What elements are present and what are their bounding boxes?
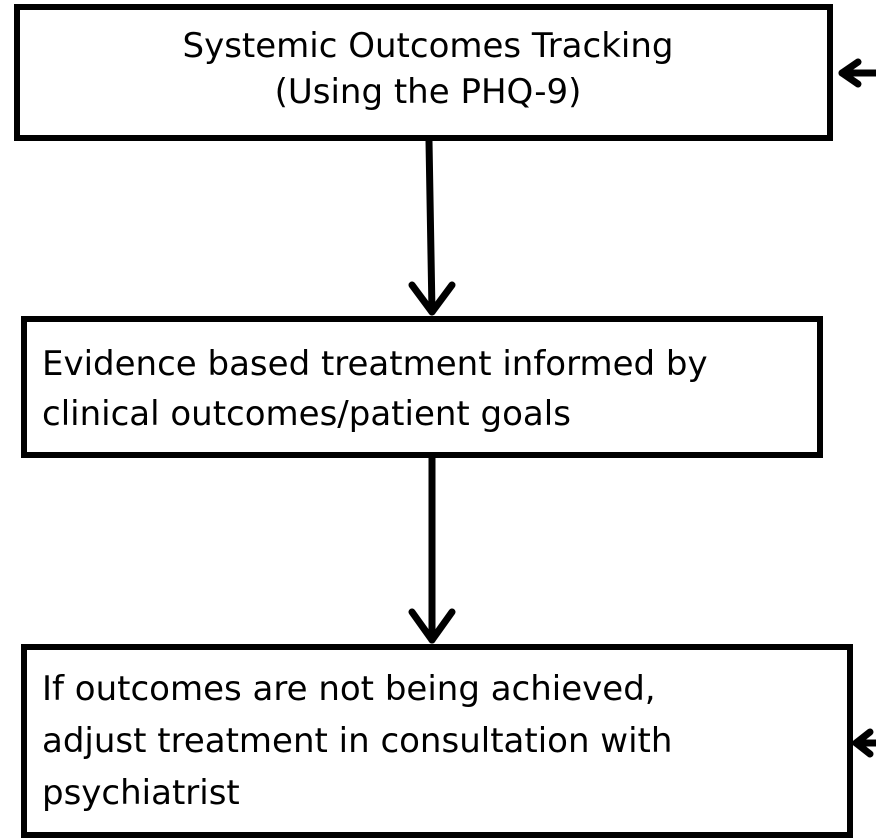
node-label: clinical outcomes/patient goals xyxy=(42,394,571,434)
arrows xyxy=(408,58,876,758)
arrowhead xyxy=(408,281,456,316)
arrowhead xyxy=(838,58,862,88)
box xyxy=(14,4,833,141)
node-label: Systemic Outcomes Tracking xyxy=(183,26,674,66)
labels: Systemic Outcomes Tracking (Using the PHQ… xyxy=(42,26,708,813)
box xyxy=(21,316,823,458)
arrowhead xyxy=(852,728,874,758)
node-label: (Using the PHQ-9) xyxy=(275,72,582,112)
node-label: Evidence based treatment informed by xyxy=(42,344,708,384)
box xyxy=(21,644,853,838)
node-label: adjust treatment in consultation with xyxy=(42,721,672,761)
node-label: psychiatrist xyxy=(42,773,240,813)
arrowhead xyxy=(408,608,456,644)
node-label: If outcomes are not being achieved, xyxy=(42,669,656,709)
arrow xyxy=(425,137,436,316)
